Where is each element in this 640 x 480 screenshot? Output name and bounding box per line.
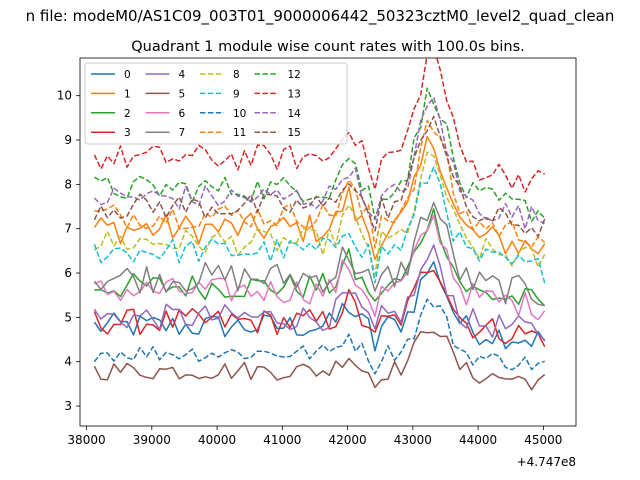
series-line-5	[93, 330, 546, 391]
x-tick-label: 41000	[263, 433, 301, 447]
series-line-15	[93, 115, 546, 238]
series-line-3	[93, 269, 546, 347]
legend-label-3: 3	[124, 127, 131, 139]
legend-label-14: 14	[288, 108, 302, 120]
y-tick-label: 4	[64, 355, 72, 369]
series-group	[93, 58, 546, 391]
y-tick-label: 9	[64, 133, 72, 147]
y-tick-label: 7	[64, 222, 72, 236]
legend-label-2: 2	[124, 108, 131, 120]
legend-label-11: 11	[233, 127, 246, 139]
series-line-7	[93, 201, 545, 307]
legend-label-8: 8	[233, 69, 240, 81]
legend-label-10: 10	[233, 108, 246, 120]
chart-title: Quadrant 1 module wise count rates with …	[131, 39, 525, 55]
series-line-10	[93, 298, 545, 375]
x-tick-label: 42000	[328, 433, 366, 447]
legend-box	[84, 62, 348, 145]
legend-label-9: 9	[233, 88, 240, 100]
legend-label-15: 15	[288, 127, 301, 139]
series-line-1	[93, 135, 546, 261]
y-tick-label: 10	[57, 89, 72, 103]
legend-label-12: 12	[288, 69, 301, 81]
y-axis: 3 4 5 6 7 8 9 10	[57, 89, 80, 413]
series-line-6	[94, 214, 546, 321]
legend-label-13: 13	[288, 88, 301, 100]
legend-label-4: 4	[179, 69, 186, 81]
x-tick-label: 45000	[524, 433, 562, 447]
series-line-11	[94, 119, 546, 249]
legend-label-5: 5	[179, 88, 186, 100]
series-line-13	[93, 58, 546, 193]
x-tick-label: 43000	[394, 433, 432, 447]
series-line-9	[93, 166, 546, 284]
legend-label-6: 6	[179, 108, 186, 120]
legend-label-0: 0	[124, 69, 131, 81]
y-tick-label: 3	[64, 399, 72, 413]
x-tick-label: 40000	[198, 433, 236, 447]
series-line-12	[94, 87, 546, 223]
x-tick-label: 44000	[459, 433, 497, 447]
figure-suptitle: n file: modeM0/AS1C09_003T01_9000006442_…	[26, 7, 615, 26]
x-tick-label: 39000	[133, 433, 171, 447]
series-line-14	[93, 96, 545, 230]
x-axis-offset-label: +4.747e8	[517, 455, 576, 469]
series-line-0	[93, 261, 546, 352]
y-tick-label: 6	[64, 266, 72, 280]
series-line-2	[94, 208, 546, 307]
y-tick-label: 5	[64, 310, 72, 324]
legend-label-7: 7	[179, 127, 186, 139]
y-tick-label: 8	[64, 177, 72, 191]
plot-area	[79, 57, 577, 427]
x-axis: 38000 39000 40000 41000 42000 43000 44000 45000	[67, 426, 562, 447]
x-tick-label: 38000	[67, 433, 105, 447]
legend-label-1: 1	[124, 88, 131, 100]
plot-frame	[79, 57, 577, 427]
series-line-4	[93, 244, 546, 341]
